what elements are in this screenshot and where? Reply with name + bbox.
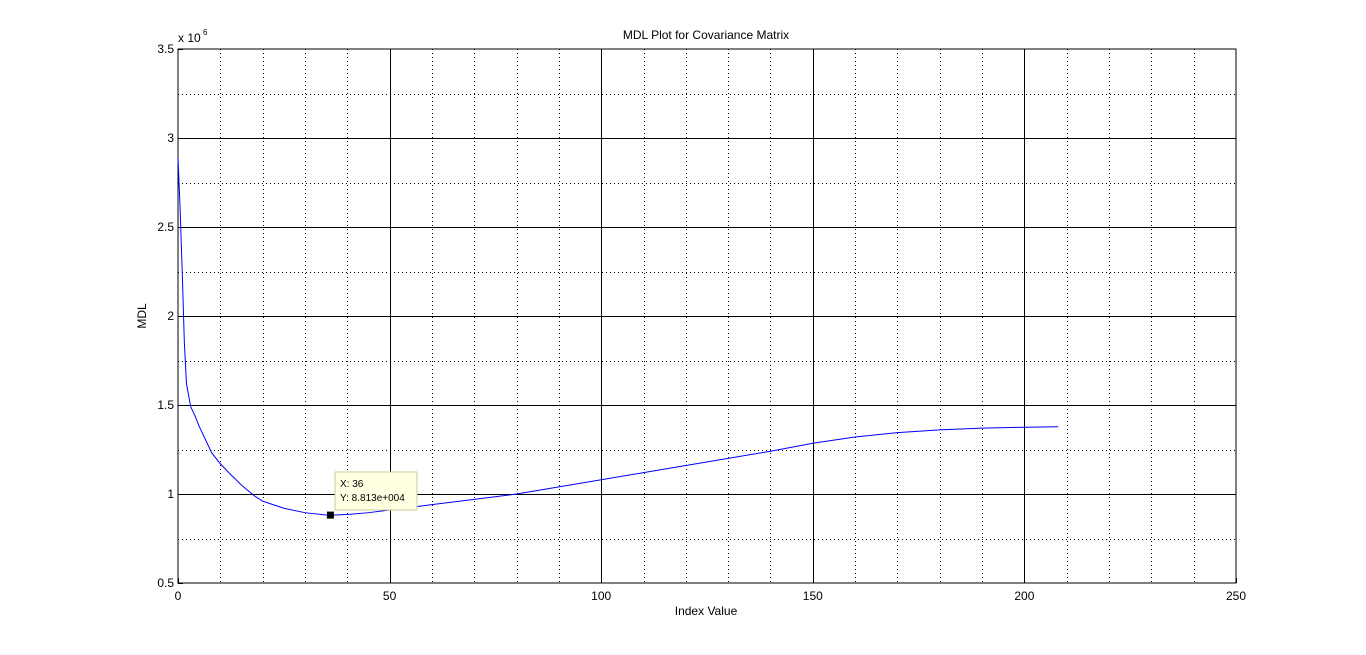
x-tick-label: 200	[1014, 589, 1034, 603]
x-tick-label: 150	[803, 589, 823, 603]
x-tick-label: 100	[591, 589, 611, 603]
y-axis-label: MDL	[135, 303, 149, 329]
x-tick-label: 50	[383, 589, 397, 603]
chart-title: MDL Plot for Covariance Matrix	[623, 28, 789, 42]
y-tick-label: 1.5	[157, 398, 174, 412]
y-tick-label: 1	[167, 487, 174, 501]
y-multiplier-exponent: 6	[203, 28, 208, 37]
datatip[interactable]: X: 36 Y: 8.813e+004	[326, 471, 418, 519]
y-tick-label: 2.5	[157, 220, 174, 234]
datatip-x: X: 36	[340, 479, 364, 490]
y-multiplier-base: x 10	[178, 31, 201, 45]
series-line-mdl	[177, 157, 1059, 516]
y-multiplier: x 10 6	[178, 28, 208, 45]
y-tick-labels: 0.5 1 1.5 2 2.5 3 3.5	[157, 42, 174, 590]
y-tick-label: 2	[167, 309, 174, 323]
y-tick-label: 3	[167, 131, 174, 145]
x-tick-labels: 0 50 100 150 200 250	[175, 589, 1247, 603]
y-tick-label: 0.5	[157, 576, 174, 590]
datatip-box	[334, 471, 418, 511]
y-tick-label: 3.5	[157, 42, 174, 56]
datatip-marker[interactable]	[326, 511, 334, 519]
x-tick-label: 0	[175, 589, 182, 603]
x-axis-label: Index Value	[675, 604, 738, 618]
x-tick-label: 250	[1226, 589, 1246, 603]
datatip-y: Y: 8.813e+004	[340, 493, 405, 504]
svg-text:x 10: x 10	[178, 31, 201, 45]
